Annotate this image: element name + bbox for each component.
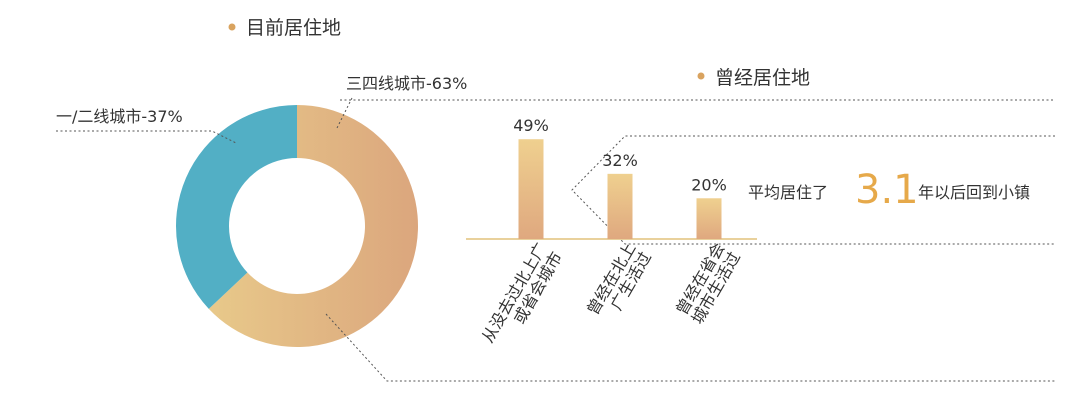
donut-chart: [175, 104, 418, 347]
current-title: 目前居住地: [246, 17, 341, 39]
callout-value: 3.1: [855, 167, 919, 213]
leader-minor: [56, 130, 237, 144]
bar-0: [518, 139, 544, 239]
donut-slice-1: [175, 104, 297, 309]
slice-label-major: 三四线城市-63%: [346, 74, 467, 93]
bar-value-label-2: 20%: [691, 175, 727, 194]
bar-1: [607, 173, 633, 239]
callout-prefix: 平均居住了: [748, 183, 828, 202]
bar-value-label-0: 49%: [513, 116, 549, 135]
current-title-bullet: [228, 23, 236, 31]
former-title-bullet: [697, 72, 705, 80]
donut-slice-0: [208, 105, 418, 347]
callout-bracket: [571, 135, 1055, 245]
bar-2: [696, 198, 722, 239]
former-title: 曾经居住地: [715, 67, 810, 89]
leader-major: [336, 97, 353, 129]
former-title-group: 曾经居住地: [697, 67, 810, 89]
leader-bottom-connector: [325, 313, 1055, 382]
slice-label-minor: 一/二线城市-37%: [56, 107, 183, 126]
bar-value-label-1: 32%: [602, 151, 638, 170]
current-title-group: 目前居住地: [228, 17, 341, 39]
callout-suffix: 年以后回到小镇: [918, 183, 1030, 202]
